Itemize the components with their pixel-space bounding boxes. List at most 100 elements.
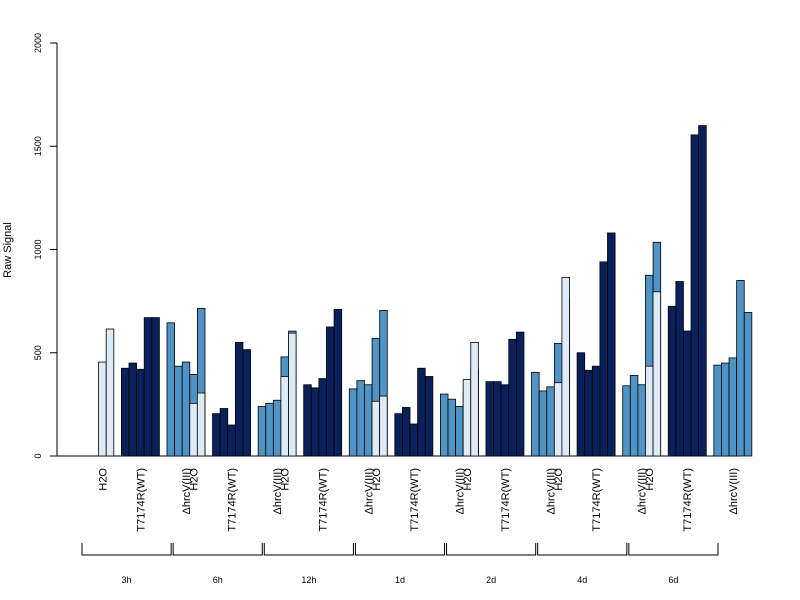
group-label: 1d [395,575,405,585]
bar [683,330,692,457]
bar [538,390,548,457]
bar [500,384,510,457]
bars [98,125,753,457]
condition-label: T7174R(WT) [591,468,603,532]
bar [455,406,464,457]
bar [409,423,419,457]
bar [424,376,434,457]
y-axis-label: Raw Signal [2,222,14,278]
y-axis: 0 500 1000 1500 2000 [33,33,58,459]
y-tick-label: 500 [33,345,43,360]
bar [318,378,327,457]
bar [546,386,555,457]
condition-label: ΔhrcV(III) [272,468,284,514]
bar [531,371,540,457]
bar [356,380,365,457]
condition-label: T7174R(WT) [682,468,694,532]
bar [713,364,722,457]
condition-label: T7174R(WT) [227,468,239,532]
bar [493,381,502,457]
bar [303,384,312,457]
bar [379,395,388,457]
bar [743,312,753,457]
bar [622,385,631,457]
bar [736,280,745,457]
group-brackets: 3h 6h 12h 1d 2d 4d 6d [81,543,719,585]
bar [721,362,730,457]
bar [584,369,593,457]
bar [280,376,289,457]
bar [402,407,411,457]
y-tick-label: 1000 [33,239,43,259]
bar [652,291,662,457]
condition-label: H2O [189,468,201,491]
group-bracket [628,543,719,556]
bar [394,413,403,457]
bar [728,357,738,457]
condition-label: ΔhrcV(III) [181,468,193,514]
bar [219,408,229,457]
bar [645,365,654,457]
bar [470,342,479,457]
condition-label: H2O [553,468,565,491]
condition-label: T7174R(WT) [409,468,421,532]
bar [242,349,251,457]
bar [561,276,570,457]
condition-label: ΔhrcV(III) [546,468,558,514]
group-bracket [354,543,446,556]
bar [591,365,601,457]
bar [553,382,563,457]
bar [508,338,517,457]
bar [181,361,191,457]
group-bracket [446,543,537,556]
condition-label: ΔhrcV(III) [637,468,649,514]
bar [310,387,320,457]
bar [675,281,684,457]
bar [364,384,373,457]
bar [174,365,183,457]
bar [189,402,198,457]
bar [212,413,221,457]
bar [637,384,646,457]
bar [462,379,472,457]
condition-label: T7174R(WT) [318,468,330,532]
bar [576,352,586,457]
condition-label: ΔhrcV(III) [363,468,375,514]
bar [667,305,677,457]
y-tick-label: 2000 [33,33,43,53]
bar [272,399,282,457]
condition-label: H2O [280,468,292,491]
group-label: 6d [668,575,678,585]
bar [333,308,343,457]
bar [257,406,267,457]
bar [227,424,236,457]
bar [515,331,525,457]
bar [485,381,494,457]
condition-label: T7174R(WT) [500,468,512,532]
bar [447,398,457,457]
bar [121,367,130,457]
group-label: 3h [122,575,132,585]
condition-label: H2O [644,468,656,491]
bar [440,393,449,457]
condition-label: H2O [371,468,383,491]
group-bracket [263,543,354,556]
bar [417,367,426,457]
bar [599,261,608,457]
bar [348,388,358,457]
group-bracket [81,543,172,556]
group-label: 12h [301,575,316,585]
group-label: 4d [577,575,587,585]
bar [98,361,107,457]
group-bracket [172,543,263,556]
condition-label: T7174R(WT) [135,468,147,532]
bar [371,400,381,457]
condition-label: ΔhrcV(III) [728,468,740,514]
y-tick-label: 1500 [33,136,43,156]
bar [698,125,707,457]
bar [288,332,297,457]
bar [128,362,137,457]
bar [151,317,160,457]
condition-labels: H2O T7174R(WT) ΔhrcV(III)H2O T7174R(WT) Δhrc… [97,468,739,532]
